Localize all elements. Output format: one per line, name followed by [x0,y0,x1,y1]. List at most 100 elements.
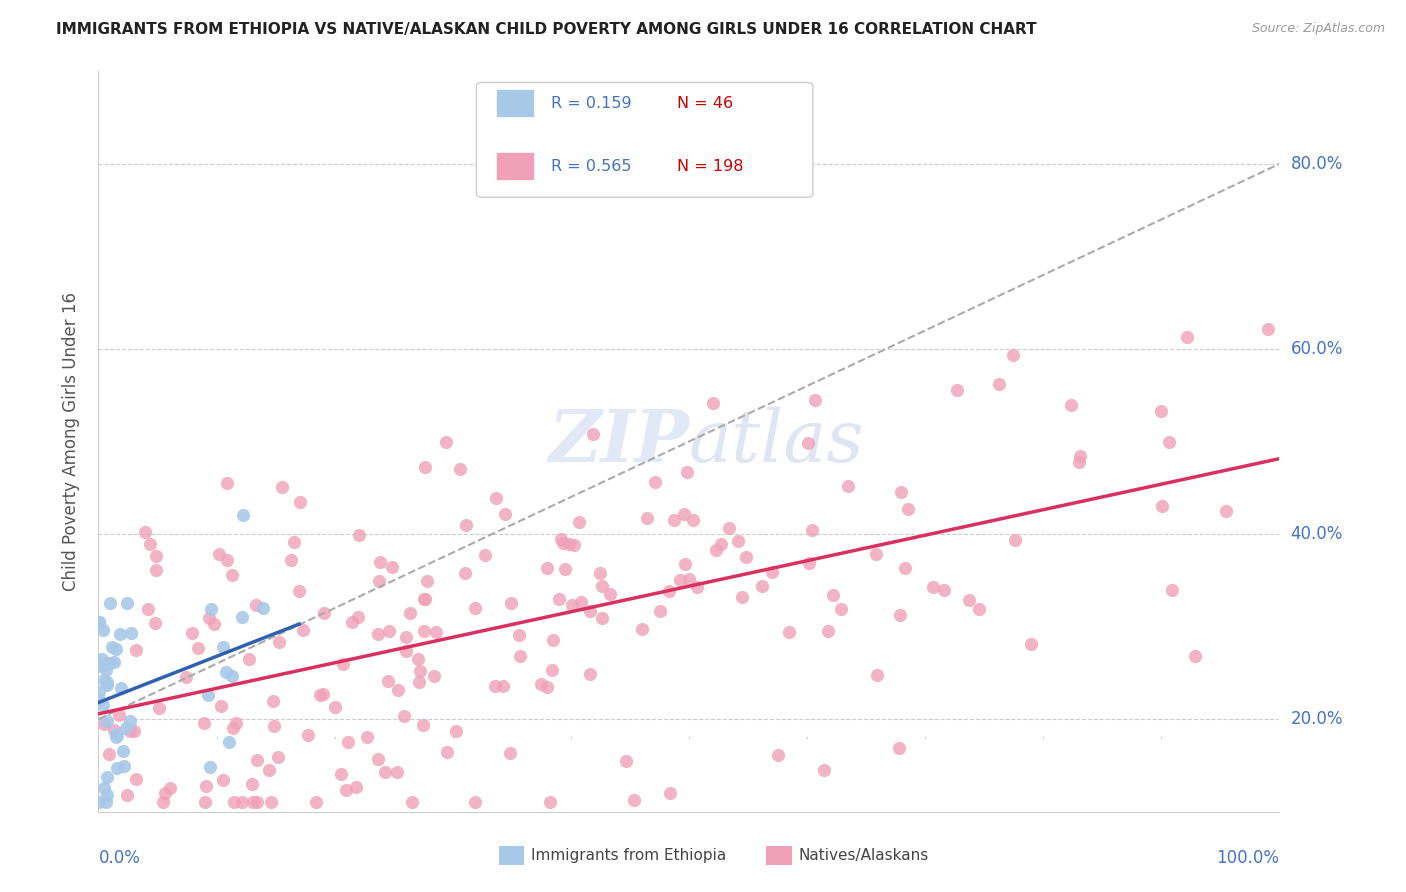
Point [1257,322,1279,336]
Point [232,508,254,522]
Point [96,663,118,677]
Point [644,475,666,489]
Point [387,683,409,698]
Point [416,574,439,588]
Point [148,701,170,715]
Point [105,730,128,744]
FancyBboxPatch shape [496,152,534,180]
Point [464,600,486,615]
Point [484,679,506,693]
Point [267,749,290,764]
Point [454,566,477,581]
Point [837,479,859,493]
Point [115,595,138,609]
Point [252,601,274,615]
Point [211,772,233,787]
Point [312,606,335,620]
Point [246,796,269,810]
Point [412,717,434,731]
Point [93,717,115,731]
Point [678,572,700,586]
Point [104,727,127,741]
Text: 80.0%: 80.0% [1291,155,1343,173]
FancyBboxPatch shape [477,82,813,197]
Point [246,753,269,767]
Text: 60.0%: 60.0% [1291,340,1343,358]
Point [105,761,128,775]
Point [676,465,699,479]
Point [434,434,457,449]
Point [138,536,160,550]
Point [342,615,364,629]
Point [134,525,156,540]
Point [614,754,637,768]
Point [367,574,389,588]
Point [413,592,436,607]
Point [957,593,980,607]
Point [890,485,912,500]
Point [406,652,429,666]
Point [108,627,131,641]
Point [672,508,695,522]
Point [344,780,367,794]
Point [145,563,167,577]
Point [413,591,436,606]
Point [967,602,990,616]
Point [91,623,114,637]
Point [89,693,111,707]
Point [87,615,110,630]
Point [193,715,215,730]
Point [218,735,240,749]
Point [395,630,418,644]
Point [283,535,305,549]
Point [599,587,621,601]
Point [195,779,218,793]
Point [107,707,129,722]
Point [98,657,121,671]
Text: 100.0%: 100.0% [1216,849,1279,867]
Point [538,796,561,810]
Point [662,513,685,527]
Point [89,796,111,810]
Point [897,502,920,516]
Point [202,617,225,632]
Point [215,475,238,490]
Point [550,532,572,546]
Point [174,670,197,684]
Point [98,596,121,610]
Point [97,747,120,761]
Point [889,741,911,756]
Point [262,694,284,708]
Point [702,395,724,409]
Point [894,560,917,574]
Point [125,772,148,787]
Point [377,673,399,688]
Point [103,723,125,738]
Point [368,555,391,569]
Text: atlas: atlas [689,406,865,477]
Point [367,626,389,640]
Point [374,764,396,779]
Point [800,523,823,537]
Point [91,698,114,712]
Point [101,640,124,654]
Point [221,568,243,582]
Point [569,595,592,609]
Point [260,796,283,810]
Point [541,633,564,648]
Point [579,667,602,681]
Point [209,699,232,714]
Point [152,796,174,810]
Point [568,516,591,530]
Point [120,626,142,640]
Point [530,677,553,691]
Point [658,786,681,800]
Point [709,536,731,550]
Point [823,588,845,602]
Point [290,494,312,508]
Point [93,673,115,687]
Point [297,728,319,742]
Point [367,752,389,766]
Text: 20.0%: 20.0% [1291,710,1343,728]
Point [636,511,658,525]
